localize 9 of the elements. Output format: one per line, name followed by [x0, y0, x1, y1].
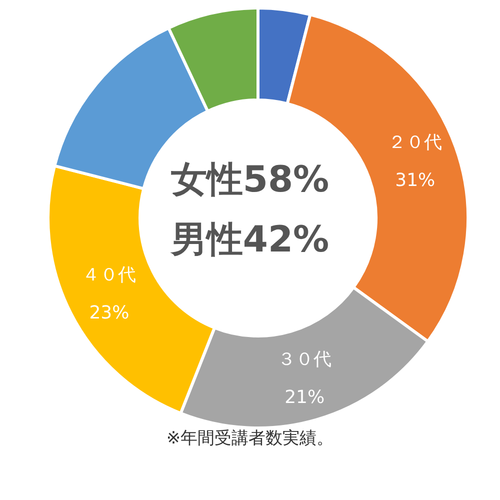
slice-label: ４０代 — [82, 264, 136, 286]
data-label: 23% — [89, 302, 130, 324]
data-label: 31% — [395, 170, 436, 191]
slice-label: ２０代 — [388, 132, 442, 153]
slice-label: ３０代 — [278, 348, 332, 370]
text: 男性42% — [170, 220, 330, 260]
text: ※年間受講者数実績。 — [166, 428, 334, 448]
data-label: 21% — [284, 386, 325, 408]
text: 女性58% — [170, 160, 330, 200]
